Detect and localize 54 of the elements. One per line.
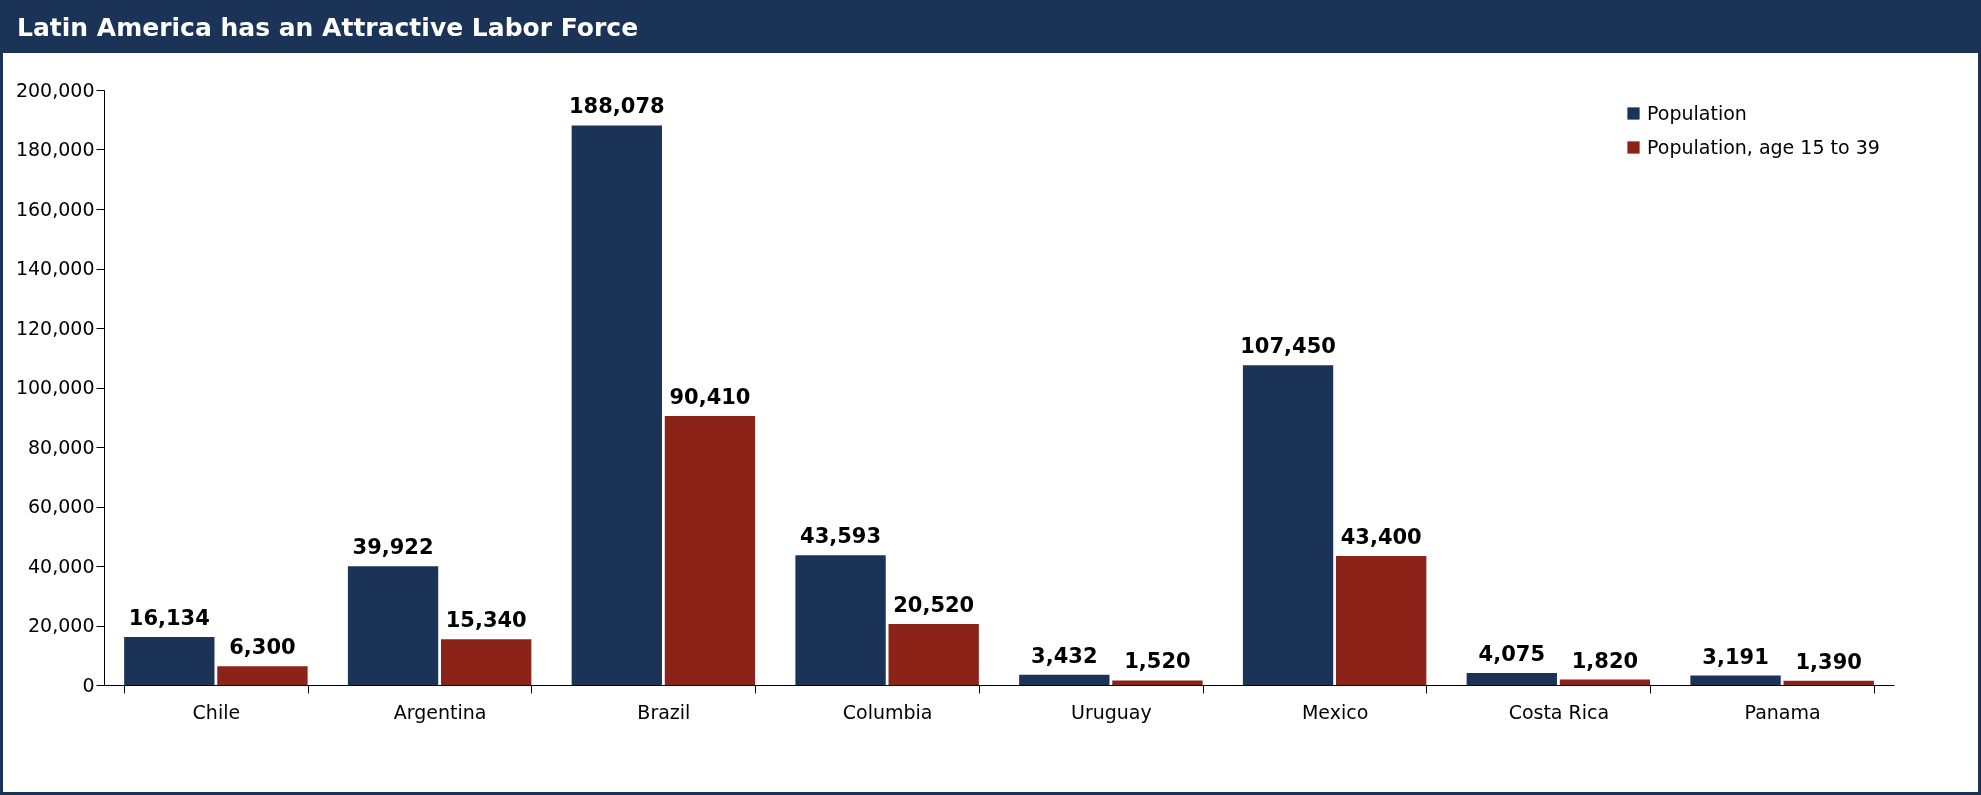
data-label: 15,340 — [445, 608, 527, 633]
bar — [347, 566, 439, 685]
data-label: 6,300 — [229, 635, 296, 660]
y-tick-label: 80,000 — [28, 435, 95, 458]
y-tick-label: 40,000 — [28, 554, 95, 577]
y-tick-label: 60,000 — [28, 495, 95, 517]
y-tick-label: 160,000 — [15, 197, 95, 220]
data-label: 1,820 — [1571, 648, 1639, 673]
data-label: 107,450 — [1240, 334, 1336, 359]
x-tick-label: Uruguay — [1071, 700, 1152, 723]
x-tick-label: Columbia — [842, 700, 933, 723]
data-label: 1,390 — [1795, 649, 1862, 674]
x-tick-label: Panama — [1744, 700, 1821, 723]
bar — [795, 555, 886, 685]
data-label: 3,191 — [1702, 644, 1769, 669]
bar — [1019, 674, 1110, 685]
bar — [1783, 680, 1874, 685]
data-label: 39,922 — [352, 535, 434, 560]
x-tick-label: Argentina — [393, 700, 487, 723]
bar — [124, 637, 215, 685]
legend-label: Population, age 15 to 39 — [1647, 135, 1880, 158]
bar — [888, 623, 979, 685]
y-tick-label: 100,000 — [15, 376, 95, 398]
bar — [664, 416, 756, 685]
bar — [1690, 675, 1781, 685]
data-label: 20,520 — [893, 592, 975, 617]
data-label: 90,410 — [669, 385, 751, 410]
data-label: 188,078 — [568, 94, 665, 119]
data-label: 43,593 — [800, 524, 882, 549]
y-tick-label: 120,000 — [15, 316, 95, 339]
chart-title: Latin America has an Attractive Labor Force — [3, 3, 1978, 53]
bar — [571, 125, 662, 685]
bar — [1112, 680, 1203, 685]
y-tick-label: 180,000 — [15, 138, 95, 160]
y-tick-label: 200,000 — [15, 78, 95, 101]
data-label: 16,134 — [128, 606, 210, 630]
legend-label: Population — [1647, 101, 1747, 124]
bar — [1242, 365, 1334, 685]
x-tick-label: Costa Rica — [1508, 700, 1610, 723]
x-tick-label: Mexico — [1301, 700, 1369, 723]
data-label: 1,520 — [1124, 649, 1191, 674]
bar — [1466, 672, 1557, 685]
bar — [217, 666, 308, 685]
data-label: 3,432 — [1031, 643, 1098, 668]
y-tick-label: 20,000 — [28, 614, 95, 636]
data-label: 43,400 — [1340, 524, 1422, 549]
bar — [1336, 555, 1427, 685]
bar — [1559, 679, 1651, 685]
x-tick-label: Chile — [192, 700, 241, 723]
x-tick-label: Brazil — [637, 700, 691, 723]
y-tick-label: 0 — [82, 673, 95, 696]
y-tick-label: 140,000 — [15, 257, 95, 279]
bar — [441, 639, 532, 685]
data-label: 4,075 — [1478, 641, 1546, 666]
